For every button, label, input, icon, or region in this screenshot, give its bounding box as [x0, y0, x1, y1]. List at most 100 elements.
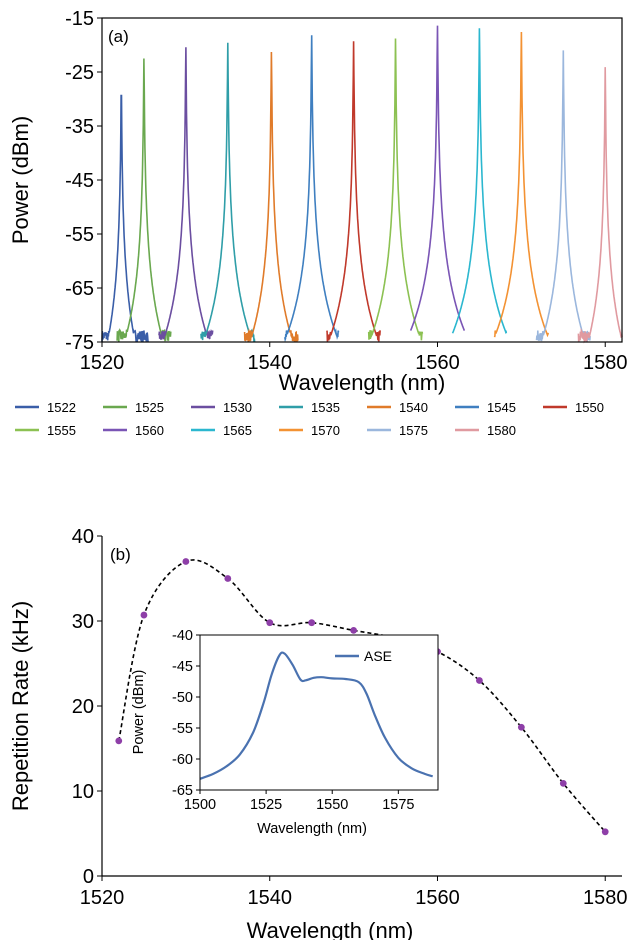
- spectrum-y-tick-label: -45: [65, 170, 94, 192]
- ase-y-axis-title: Power (dBm): [131, 670, 147, 755]
- repetition-rate-x-tick-label: 1540: [247, 887, 292, 909]
- repetition-rate-chart-panel: (b) 0 10 20 30 40 1520 1540 1560 1580 Wavelengt…: [8, 526, 627, 940]
- spectrum-x-tick-label: 1520: [80, 352, 125, 374]
- spectrum-legend-item-1555: 1555: [15, 423, 76, 438]
- repetition-rate-y-tick-label: 40: [72, 526, 94, 548]
- spectrum-y-tick-label: -25: [65, 62, 94, 84]
- spectrum-series-1545: [284, 35, 340, 343]
- ase-y-tick-label: -65: [172, 783, 193, 799]
- spectrum-legend-item-1570: 1570: [279, 423, 340, 438]
- spectrum-legend-item-1565: 1565: [191, 423, 252, 438]
- spectrum-line-1560: [409, 25, 466, 331]
- spectrum-series-1565: [451, 28, 508, 335]
- spectrum-legend-item-1545: 1545: [455, 400, 516, 415]
- spectrum-legend-label: 1535: [311, 400, 340, 415]
- ase-spectrum-line: [199, 651, 434, 780]
- spectrum-legend-label: 1565: [223, 423, 252, 438]
- repetition-rate-point-1525: [140, 611, 148, 619]
- ase-x-axis-title: Wavelength (nm): [257, 821, 367, 837]
- ase-y-tick-label: -55: [172, 721, 193, 737]
- spectrum-series-1555: [367, 38, 424, 341]
- repetition-rate-x-tick-label: 1520: [80, 887, 125, 909]
- repetition-rate-y-tick-labels: 0 10 20 30 40: [72, 526, 102, 888]
- spectrum-y-tick-label: -65: [65, 278, 94, 300]
- ase-inset-chart: -40 -45 -50 -55 -60 -65 1500 1525 1550 1575 Wave…: [131, 628, 439, 837]
- repetition-rate-point-1550: [350, 626, 358, 634]
- spectrum-series-1535: [200, 42, 256, 342]
- ase-x-tick-label: 1500: [184, 797, 216, 813]
- repetition-rate-point-1530: [182, 558, 190, 565]
- spectrum-y-tick-label: -75: [65, 332, 94, 354]
- ase-y-tick-label: -45: [172, 659, 193, 675]
- spectrum-line-1570: [493, 31, 549, 338]
- spectrum-legend-label: 1530: [223, 400, 252, 415]
- repetition-rate-point-1545: [308, 619, 316, 627]
- spectrum-series-1540: [243, 51, 299, 342]
- spectrum-line-1565: [451, 28, 508, 335]
- repetition-rate-x-axis-title: Wavelength (nm): [247, 918, 414, 940]
- spectrum-line-1550: [326, 41, 382, 342]
- spectrum-legend-item-1575: 1575: [367, 423, 428, 438]
- spectrum-line-1555: [367, 38, 424, 341]
- spectrum-x-tick-label: 1580: [583, 352, 628, 374]
- ase-plot-frame: [199, 634, 439, 791]
- repetition-rate-y-tick-label: 30: [72, 611, 94, 633]
- spectrum-y-tick-labels: -15 -25 -35 -45 -55 -65 -75: [65, 8, 102, 354]
- spectrum-legend-label: 1580: [487, 423, 516, 438]
- spectrum-legend-label: 1525: [135, 400, 164, 415]
- spectrum-y-tick-label: -55: [65, 224, 94, 246]
- repetition-rate-point-1535: [224, 575, 232, 582]
- spectrum-line-1535: [200, 42, 256, 342]
- spectrum-legend-item-1522: 1522: [15, 400, 76, 415]
- spectrum-legend-label: 1560: [135, 423, 164, 438]
- repetition-rate-y-tick-label: 20: [72, 696, 94, 718]
- ase-legend-label: ASE: [364, 648, 392, 664]
- ase-y-tick-label: -50: [172, 690, 193, 706]
- repetition-rate-x-tick-labels: 1520 1540 1560 1580: [80, 876, 628, 909]
- repetition-rate-y-tick-label: 10: [72, 781, 94, 803]
- repetition-rate-point-1522: [115, 737, 123, 745]
- spectrum-y-tick-label: -15: [65, 8, 94, 30]
- spectrum-legend-item-1560: 1560: [103, 423, 164, 438]
- spectrum-line-1580: [577, 67, 623, 344]
- spectrum-x-tick-label: 1540: [247, 352, 292, 374]
- spectrum-plot-frame: [101, 17, 623, 343]
- spectrum-line-1540: [243, 51, 299, 342]
- ase-y-tick-labels: -40 -45 -50 -55 -60 -65: [172, 628, 200, 799]
- spectrum-legend-item-1540: 1540: [367, 400, 428, 415]
- spectrum-series-1525: [116, 58, 172, 342]
- repetition-rate-point-1575: [559, 779, 567, 787]
- spectrum-legend-item-1525: 1525: [103, 400, 164, 415]
- repetition-rate-x-tick-label: 1560: [415, 887, 460, 909]
- spectrum-line-1575: [535, 50, 591, 342]
- ase-plot-area: [199, 651, 434, 780]
- panel-label-a: (a): [108, 27, 129, 46]
- repetition-rate-x-tick-label: 1580: [583, 887, 628, 909]
- ase-legend: ASE: [335, 648, 392, 664]
- spectrum-x-axis-title: Wavelength (nm): [279, 370, 446, 395]
- spectrum-plot-area: [101, 25, 623, 344]
- spectrum-chart-panel: (a) -15-25-35-45-55-65-75 1520 1540 1560 15…: [8, 8, 627, 438]
- repetition-rate-y-axis-title: Repetition Rate (kHz): [8, 601, 33, 811]
- repetition-rate-point-1570: [517, 723, 525, 731]
- ase-y-tick-label: -40: [172, 628, 193, 644]
- spectrum-series-1522: [101, 94, 149, 343]
- ase-y-tick-label: -60: [172, 752, 193, 768]
- spectrum-series-1580: [577, 67, 623, 344]
- spectrum-series-1575: [535, 50, 591, 342]
- spectrum-series-1530: [158, 47, 214, 340]
- spectrum-legend-item-1580: 1580: [455, 423, 516, 438]
- repetition-rate-point-1565: [476, 677, 483, 684]
- spectrum-legend-item-1530: 1530: [191, 400, 252, 415]
- ase-x-tick-label: 1525: [250, 797, 282, 813]
- spectrum-x-tick-label: 1560: [415, 352, 460, 374]
- spectrum-legend-label: 1540: [399, 400, 428, 415]
- spectrum-x-tick-labels: 1520 1540 1560 1580: [80, 342, 628, 374]
- spectrum-line-1525: [116, 58, 172, 342]
- spectrum-legend-label: 1522: [47, 400, 76, 415]
- spectrum-line-1545: [284, 35, 340, 343]
- spectrum-y-axis-title: Power (dBm): [8, 116, 33, 244]
- spectrum-y-tick-label: -35: [65, 116, 94, 138]
- repetition-rate-point-1580: [601, 828, 609, 836]
